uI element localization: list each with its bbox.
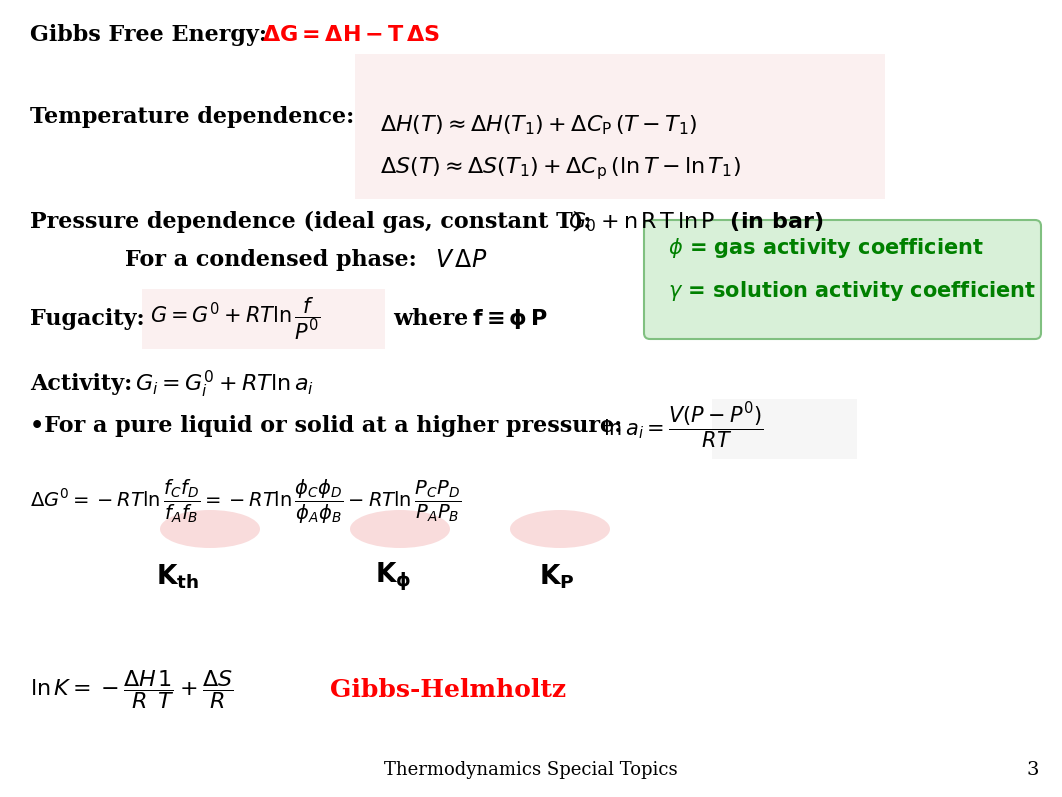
- Text: Pressure dependence (ideal gas, constant T):: Pressure dependence (ideal gas, constant…: [30, 211, 592, 233]
- Text: $G_i = G_i^0 + RT\ln a_i$: $G_i = G_i^0 + RT\ln a_i$: [135, 368, 314, 399]
- Ellipse shape: [160, 510, 260, 548]
- Text: •For a pure liquid or solid at a higher pressure:: •For a pure liquid or solid at a higher …: [30, 415, 622, 437]
- Ellipse shape: [510, 510, 610, 548]
- Text: $\gamma$ = solution activity coefficient: $\gamma$ = solution activity coefficient: [668, 279, 1037, 303]
- Text: Temperature dependence:: Temperature dependence:: [30, 106, 355, 128]
- Text: Gibbs Free Energy:: Gibbs Free Energy:: [30, 24, 267, 46]
- FancyBboxPatch shape: [644, 220, 1041, 339]
- Text: $G = G^0 + RT\ln\dfrac{f}{P^0}$: $G = G^0 + RT\ln\dfrac{f}{P^0}$: [150, 296, 321, 342]
- FancyBboxPatch shape: [712, 399, 857, 459]
- FancyBboxPatch shape: [355, 54, 885, 199]
- Text: Activity:: Activity:: [30, 373, 133, 395]
- Text: $\mathbf{\Delta G = \Delta H - T\,\Delta S}$: $\mathbf{\Delta G = \Delta H - T\,\Delta…: [262, 25, 441, 45]
- Text: $\mathbf{f \equiv \phi\, P}$: $\mathbf{f \equiv \phi\, P}$: [472, 307, 548, 331]
- Text: $G_0 + \mathrm{n\,R\,T\,ln\,P}$  (in bar): $G_0 + \mathrm{n\,R\,T\,ln\,P}$ (in bar): [568, 210, 823, 234]
- Text: $V\,\Delta P$: $V\,\Delta P$: [435, 248, 487, 272]
- Text: $\mathbf{K_{th}}$: $\mathbf{K_{th}}$: [156, 563, 200, 591]
- Text: $\Delta G^0 = -RT\ln\dfrac{f_C f_D}{f_A f_B} = -RT\ln\dfrac{\phi_C \phi_D}{\phi_: $\Delta G^0 = -RT\ln\dfrac{f_C f_D}{f_A …: [30, 478, 461, 526]
- Text: For a condensed phase:: For a condensed phase:: [125, 249, 416, 271]
- Text: $\Delta H(T) \approx \Delta H(T_1) + \Delta C_{\rm P}\,(T - T_1)$: $\Delta H(T) \approx \Delta H(T_1) + \De…: [380, 113, 698, 137]
- Text: where: where: [393, 308, 468, 330]
- Text: $\Delta S(T) \approx \Delta S(T_1) + \Delta C_{\rm p}\,(\ln T - \ln T_1)$: $\Delta S(T) \approx \Delta S(T_1) + \De…: [380, 155, 741, 183]
- Text: Fugacity:: Fugacity:: [30, 308, 144, 330]
- Text: Gibbs-Helmholtz: Gibbs-Helmholtz: [330, 678, 566, 702]
- Ellipse shape: [350, 510, 450, 548]
- Text: $\mathbf{K_P}$: $\mathbf{K_P}$: [539, 563, 575, 591]
- Text: $\mathbf{K_{\phi}}$: $\mathbf{K_{\phi}}$: [375, 561, 411, 593]
- Text: $\ln a_i = \dfrac{V(P - P^0)}{RT}$: $\ln a_i = \dfrac{V(P - P^0)}{RT}$: [603, 401, 764, 451]
- Text: Thermodynamics Special Topics: Thermodynamics Special Topics: [384, 761, 678, 779]
- Text: $\phi$ = gas activity coefficient: $\phi$ = gas activity coefficient: [668, 236, 984, 260]
- Text: $\ln K = -\dfrac{\Delta H}{R}\dfrac{1}{T} + \dfrac{\Delta S}{R}$: $\ln K = -\dfrac{\Delta H}{R}\dfrac{1}{T…: [30, 669, 234, 712]
- FancyBboxPatch shape: [142, 289, 386, 349]
- Text: 3: 3: [1027, 761, 1040, 779]
